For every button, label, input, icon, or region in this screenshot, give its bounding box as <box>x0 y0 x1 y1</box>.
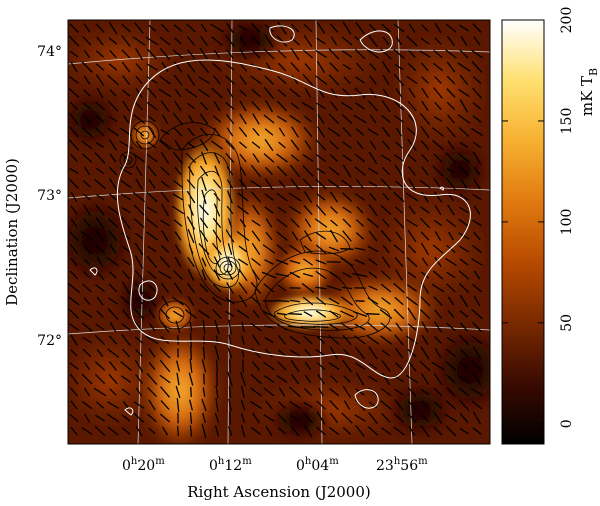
ra-tick-0h20m: 0h20m <box>122 456 165 474</box>
polarization-vector <box>275 301 289 302</box>
polarization-vector <box>230 412 231 424</box>
x-axis-label: Right Ascension (J2000) <box>187 483 370 501</box>
declination-ticks: 74° 73° 72° <box>37 44 62 349</box>
colorbar: 0 50 100 150 200 mK TB <box>502 7 600 444</box>
polarization-vector <box>217 360 218 372</box>
polarization-vector <box>230 360 231 373</box>
polarization-vector <box>191 334 192 347</box>
y-axis-label: Declination (J2000) <box>3 158 21 306</box>
polarization-vector <box>367 314 379 315</box>
colorbar-ramp <box>502 20 544 444</box>
colorbar-tick-label: 50 <box>559 314 575 332</box>
colorbar-tick-label: 200 <box>559 7 575 34</box>
intensity-map <box>60 20 505 450</box>
polarization-vector <box>178 426 179 435</box>
dec-tick-74: 74° <box>37 44 62 60</box>
polarization-vector <box>191 347 192 359</box>
colorbar-tick-label: 0 <box>559 419 575 428</box>
colorbar-tick-label: 100 <box>559 209 575 236</box>
polarization-vector <box>314 327 328 328</box>
colorbar-tick-labels: 0 50 100 150 200 <box>559 7 575 429</box>
polarization-vector <box>289 314 302 315</box>
dec-tick-73: 73° <box>37 188 62 204</box>
ra-tick-23h56m: 23h56m <box>376 456 428 474</box>
polarization-vector <box>341 249 353 250</box>
colorbar-tick-label: 150 <box>559 108 575 135</box>
ra-ticks: 0h20m 0h12m 0h04m 23h56m <box>122 456 428 474</box>
polarization-vector <box>243 360 244 372</box>
ra-tick-0h04m: 0h04m <box>296 456 339 474</box>
colorbar-label: mK TB <box>578 68 600 116</box>
dec-tick-72: 72° <box>37 333 62 349</box>
ra-tick-0h12m: 0h12m <box>209 456 252 474</box>
